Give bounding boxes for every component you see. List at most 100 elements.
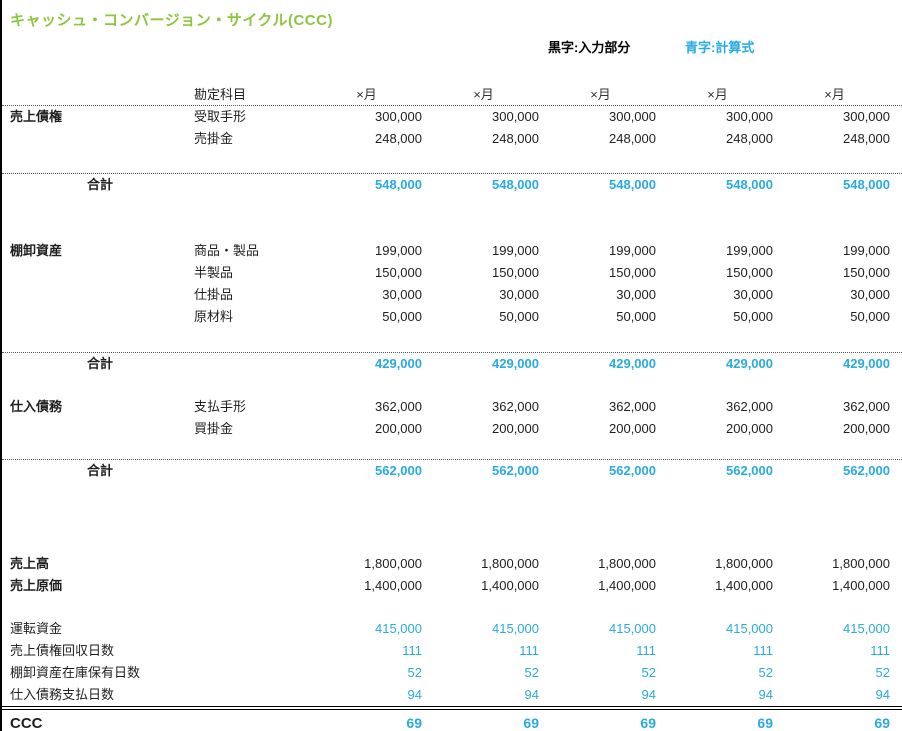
empty-cell: [194, 684, 308, 706]
formula-total-cell: 548,000: [375, 177, 422, 192]
input-value-cell[interactable]: 1,400,000: [715, 578, 773, 593]
formula-total-cell: 429,000: [609, 356, 656, 371]
input-value-cell[interactable]: 30,000: [850, 287, 890, 302]
input-value-cell[interactable]: 200,000: [726, 421, 773, 436]
empty-cell: [2, 262, 194, 284]
input-value-cell[interactable]: 362,000: [492, 399, 539, 414]
input-value-cell[interactable]: 1,800,000: [364, 556, 422, 571]
sales-label: 売上高: [10, 556, 50, 571]
header-row: 勘定科目 ×月 ×月 ×月 ×月 ×月: [2, 84, 902, 106]
account-label: 支払手形: [194, 399, 247, 414]
account-label: 原材料: [194, 309, 234, 324]
input-value-cell[interactable]: 300,000: [375, 109, 422, 124]
input-value-cell[interactable]: 199,000: [375, 243, 422, 258]
input-value-cell[interactable]: 1,800,000: [832, 556, 890, 571]
input-value-cell[interactable]: 300,000: [609, 109, 656, 124]
input-value-cell[interactable]: 200,000: [492, 421, 539, 436]
input-value-cell[interactable]: 50,000: [382, 309, 422, 324]
input-value-cell[interactable]: 1,400,000: [364, 578, 422, 593]
input-value-cell[interactable]: 362,000: [726, 399, 773, 414]
input-value-cell[interactable]: 200,000: [375, 421, 422, 436]
empty-cell: [194, 174, 308, 196]
page-title: キャッシュ・コンバージョン・サイクル(CCC): [10, 12, 333, 29]
input-value-cell[interactable]: 200,000: [609, 421, 656, 436]
input-value-cell[interactable]: 300,000: [843, 109, 890, 124]
section-label-trade-payables: 仕入債務: [10, 399, 63, 414]
input-value-cell[interactable]: 248,000: [726, 131, 773, 146]
input-value-cell[interactable]: 1,800,000: [598, 556, 656, 571]
table-row: 売上債権回収日数 111 111 111 111 111: [2, 640, 902, 662]
formula-total-cell: 548,000: [843, 177, 890, 192]
input-value-cell[interactable]: 362,000: [843, 399, 890, 414]
formula-total-cell: 429,000: [375, 356, 422, 371]
input-value-cell[interactable]: 50,000: [850, 309, 890, 324]
input-value-cell[interactable]: 199,000: [726, 243, 773, 258]
input-value-cell[interactable]: 300,000: [726, 109, 773, 124]
empty-cell: [2, 284, 194, 306]
input-value-cell[interactable]: 200,000: [843, 421, 890, 436]
account-label: 買掛金: [194, 421, 234, 436]
input-value-cell[interactable]: 50,000: [499, 309, 539, 324]
total-label: 合計: [87, 463, 114, 478]
working-capital-label: 運転資金: [10, 621, 63, 636]
account-column-header: 勘定科目: [194, 87, 247, 102]
legend-input-label: 黒字:入力部分: [548, 40, 631, 55]
input-value-cell[interactable]: 248,000: [375, 131, 422, 146]
input-value-cell[interactable]: 30,000: [733, 287, 773, 302]
formula-total-cell: 562,000: [726, 463, 773, 478]
legend-formula-label: 青字:計算式: [685, 40, 755, 55]
section-label-trade-receivables: 売上債権: [10, 109, 63, 124]
input-value-cell[interactable]: 1,800,000: [481, 556, 539, 571]
input-value-cell[interactable]: 248,000: [609, 131, 656, 146]
input-value-cell[interactable]: 248,000: [492, 131, 539, 146]
input-value-cell[interactable]: 199,000: [609, 243, 656, 258]
formula-total-cell: 548,000: [726, 177, 773, 192]
input-value-cell[interactable]: 1,400,000: [481, 578, 539, 593]
input-value-cell[interactable]: 150,000: [843, 265, 890, 280]
input-value-cell[interactable]: 50,000: [733, 309, 773, 324]
table-row: 売上原価 1,400,000 1,400,000 1,400,000 1,400,00…: [2, 575, 902, 597]
month-header-cell: ×月: [356, 87, 377, 102]
formula-total-cell: 429,000: [492, 356, 539, 371]
input-value-cell[interactable]: 50,000: [616, 309, 656, 324]
input-value-cell[interactable]: 300,000: [492, 109, 539, 124]
input-value-cell[interactable]: 150,000: [492, 265, 539, 280]
total-row: 合計 429,000 429,000 429,000 429,000 429,000: [2, 352, 902, 375]
empty-cell: [2, 418, 194, 440]
formula-total-cell: 429,000: [726, 356, 773, 371]
total-row: 合計 562,000 562,000 562,000 562,000 562,000: [2, 459, 902, 482]
ccc-value-cell: 69: [640, 715, 656, 731]
input-value-cell[interactable]: 30,000: [382, 287, 422, 302]
ccc-value-cell: 69: [523, 715, 539, 731]
input-value-cell[interactable]: 199,000: [492, 243, 539, 258]
input-value-cell[interactable]: 30,000: [616, 287, 656, 302]
empty-cell: [194, 353, 308, 375]
formula-total-cell: 562,000: [492, 463, 539, 478]
formula-value-cell: 111: [870, 643, 890, 658]
formula-value-cell: 94: [875, 687, 890, 702]
input-value-cell[interactable]: 362,000: [609, 399, 656, 414]
ccc-row: CCC 69 69 69 69 69: [2, 706, 902, 731]
input-value-cell[interactable]: 150,000: [609, 265, 656, 280]
input-value-cell[interactable]: 248,000: [843, 131, 890, 146]
input-value-cell[interactable]: 362,000: [375, 399, 422, 414]
input-value-cell[interactable]: 199,000: [843, 243, 890, 258]
account-label: 受取手形: [194, 109, 247, 124]
formula-value-cell: 111: [402, 643, 422, 658]
input-value-cell[interactable]: 150,000: [375, 265, 422, 280]
table-row: 売上債権 受取手形 300,000 300,000 300,000 300,000 30…: [2, 106, 902, 128]
input-value-cell[interactable]: 1,400,000: [598, 578, 656, 593]
input-value-cell[interactable]: 1,400,000: [832, 578, 890, 593]
input-value-cell[interactable]: 1,800,000: [715, 556, 773, 571]
section-label-inventory: 棚卸資産: [10, 243, 63, 258]
ccc-value-cell: 69: [757, 715, 773, 731]
formula-value-cell: 111: [636, 643, 656, 658]
month-header-cell: ×月: [824, 87, 845, 102]
header-spacer: [2, 84, 194, 105]
formula-value-cell: 94: [758, 687, 773, 702]
ccc-value-cell: 69: [874, 715, 890, 731]
formula-value-cell: 52: [524, 665, 539, 680]
input-value-cell[interactable]: 30,000: [499, 287, 539, 302]
table-row: 運転資金 415,000 415,000 415,000 415,000 415,000: [2, 618, 902, 640]
input-value-cell[interactable]: 150,000: [726, 265, 773, 280]
